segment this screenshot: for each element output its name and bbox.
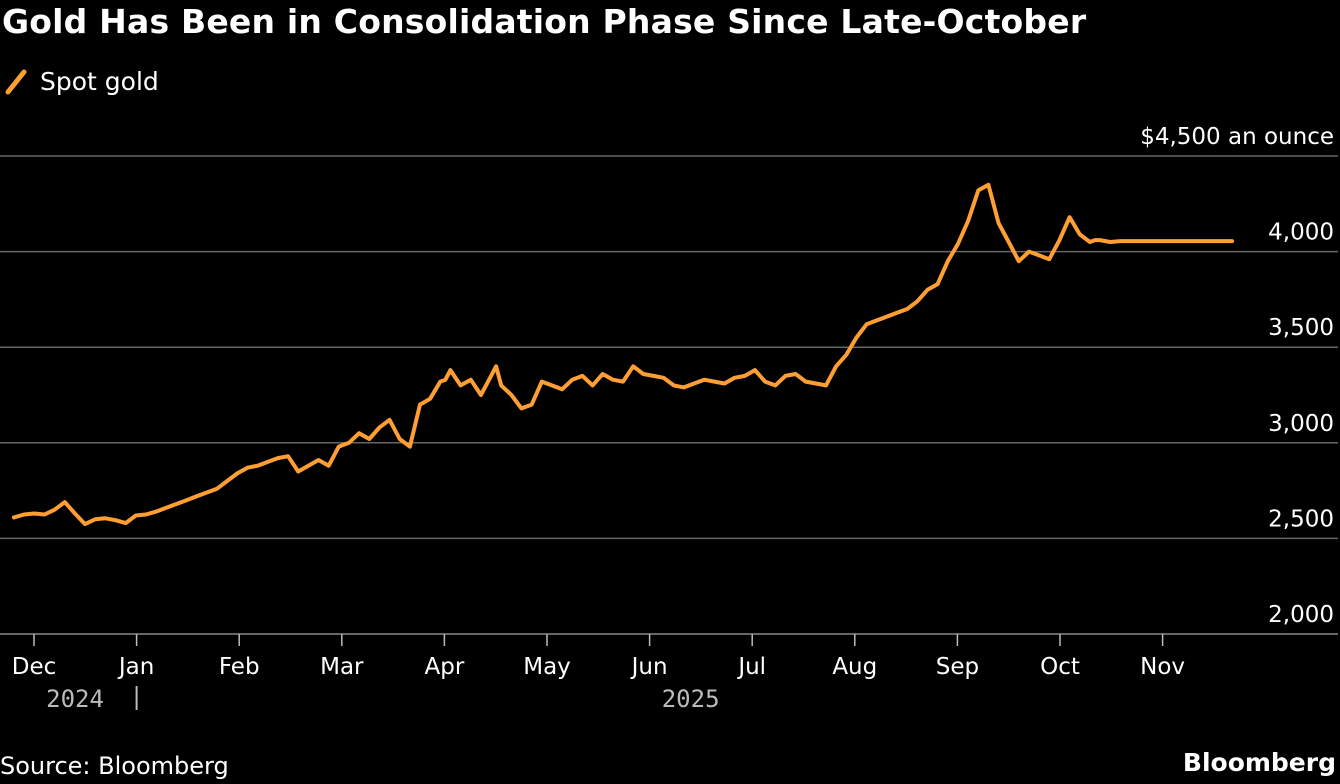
chart-title: Gold Has Been in Consolidation Phase Sin… [2, 2, 1087, 41]
x-tick-label: Jul [736, 654, 766, 680]
source-note: Source: Bloomberg [0, 752, 229, 780]
x-tick-label: Feb [219, 654, 260, 680]
y-tick-label: 4,000 [1268, 220, 1334, 246]
x-tick-label: Jun [630, 654, 668, 680]
y-tick-label: $4,500 an ounce [1140, 124, 1334, 150]
y-tick-label: 2,500 [1268, 506, 1334, 532]
x-tick-label: Jan [117, 654, 154, 680]
y-tick-label: 3,000 [1268, 411, 1334, 437]
legend-label: Spot gold [40, 66, 159, 96]
x-tick-label: Nov [1140, 654, 1185, 680]
x-tick-label: Mar [320, 654, 364, 680]
year-label: 2025 [662, 685, 720, 713]
x-tick-label: Aug [832, 654, 877, 680]
x-tick-label: Oct [1040, 654, 1080, 680]
x-tick-label: Sep [936, 654, 979, 680]
y-tick-label: 2,000 [1268, 602, 1334, 628]
x-tick-label: May [523, 654, 571, 680]
x-tick-label: Dec [12, 654, 57, 680]
y-tick-label: 3,500 [1268, 315, 1334, 341]
legend: Spot gold [4, 66, 159, 96]
legend-line-icon [5, 69, 27, 95]
brand-logo: Bloomberg [1182, 748, 1336, 777]
x-tick-label: Apr [425, 654, 465, 680]
series-line-spot-gold [12, 182, 1234, 527]
year-label: 2024 [46, 685, 104, 713]
